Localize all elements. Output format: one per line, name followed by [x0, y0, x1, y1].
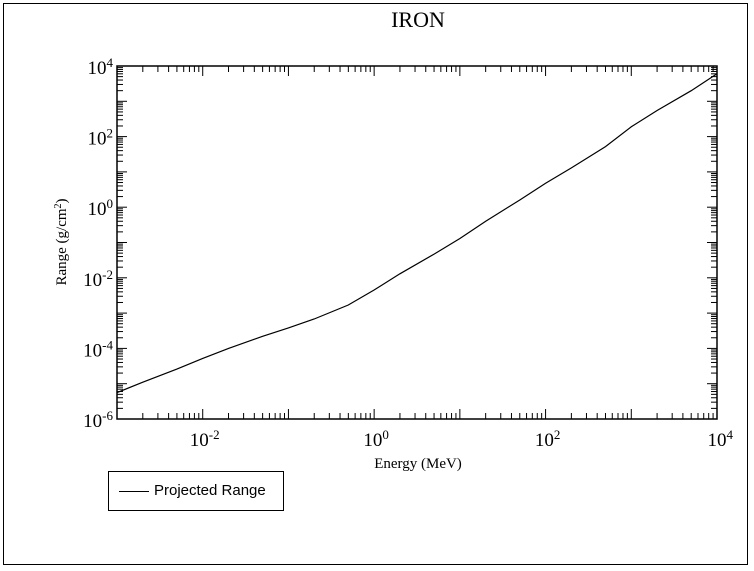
- y-tick-label: 10-6: [83, 408, 113, 433]
- y-tick-label: 104: [88, 55, 114, 80]
- chart-frame: [3, 3, 748, 565]
- y-tick-label: 100: [88, 196, 114, 221]
- major-ticks: [116, 65, 718, 420]
- y-tick-label: 10-2: [83, 266, 113, 291]
- y-axis-label: Range (g/cm2): [53, 198, 71, 285]
- legend-label: Projected Range: [154, 482, 266, 499]
- x-tick-label: 104: [708, 427, 734, 452]
- legend-line-swatch: [119, 491, 149, 492]
- x-tick-label: 102: [535, 427, 561, 452]
- y-tick-labels: 10-6 10-4 10-2 100 102 104: [83, 55, 113, 433]
- y-axis-label-text: Range (g/cm: [54, 208, 70, 285]
- x-tick-labels: 10-2 100 102 104: [190, 427, 734, 452]
- y-tick-label: 102: [88, 125, 114, 150]
- x-tick-label: 100: [363, 427, 389, 452]
- y-axis-label-end: ): [54, 198, 70, 203]
- legend: Projected Range: [108, 471, 284, 511]
- y-tick-label: 10-4: [83, 337, 113, 362]
- x-tick-label: 10-2: [190, 427, 220, 452]
- y-axis-label-sup: 2: [53, 203, 64, 208]
- x-axis-label: Energy (MeV): [374, 456, 462, 472]
- minor-ticks: [117, 66, 717, 419]
- series-line-projected-range: [116, 73, 718, 394]
- plot-area: [116, 65, 718, 420]
- chart-title: IRON: [391, 7, 445, 32]
